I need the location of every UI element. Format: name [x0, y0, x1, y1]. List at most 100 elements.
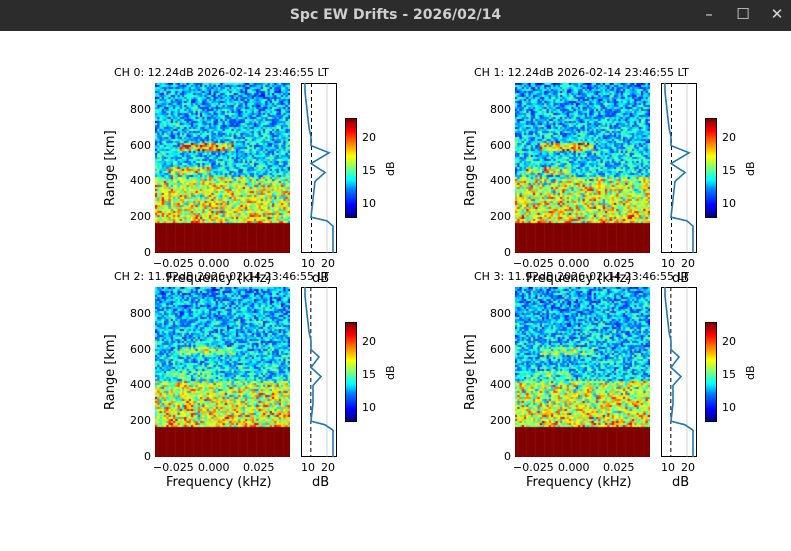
profile-plot: [664, 83, 694, 253]
colorbar-tick-label: 10: [362, 197, 376, 210]
spectra-heatmap: [515, 287, 650, 457]
x-axis-label: Frequency (kHz): [166, 475, 272, 490]
colorbar-tick-label: 20: [722, 335, 736, 348]
profile-x-tick-label: 10: [301, 461, 315, 474]
y-tick-label: 200: [490, 210, 511, 224]
y-tick-label: 400: [490, 174, 511, 188]
colorbar-tick-label: 10: [722, 197, 736, 210]
colorbar-tick-label: 15: [362, 164, 376, 177]
y-tick-label: 200: [130, 414, 151, 428]
colorbar-tick-label: 10: [722, 401, 736, 414]
x-tick-label: −0.025: [153, 257, 194, 270]
colorbar-label: dB: [744, 365, 757, 380]
profile-x-tick-label: 20: [681, 461, 695, 474]
profile-axes[interactable]: [301, 83, 337, 253]
colorbar: [705, 322, 717, 422]
profile-x-tick-label: 10: [301, 257, 315, 270]
y-axis-label: Range [km]: [103, 130, 118, 206]
profile-x-axis-label: dB: [672, 271, 690, 286]
y-tick-label: 0: [144, 450, 151, 463]
profile-axes[interactable]: [301, 287, 337, 457]
profile-x-tick-label: 10: [661, 461, 675, 474]
profile-x-axis-label: dB: [672, 475, 690, 490]
y-tick-label: 600: [130, 138, 151, 152]
panel-title: CH 3: 11.92dB 2026-02-14 23:46:55 LT: [474, 270, 689, 283]
y-tick-label: 400: [130, 174, 151, 188]
spectra-heatmap: [155, 287, 290, 457]
panel-title: CH 2: 11.92dB 2026-02-14 23:46:55 LT: [114, 270, 329, 283]
x-tick-label: −0.025: [513, 257, 554, 270]
x-tick-label: 0.000: [198, 257, 230, 270]
x-tick-label: 0.000: [198, 461, 230, 474]
colorbar: [345, 118, 357, 218]
window-titlebar[interactable]: Spc EW Drifts - 2026/02/14 – ☐ ✕: [0, 0, 791, 31]
colorbar-label: dB: [384, 161, 397, 176]
x-tick-label: 0.025: [243, 461, 275, 474]
panel-title: CH 1: 12.24dB 2026-02-14 23:46:55 LT: [474, 66, 689, 79]
profile-axes[interactable]: [661, 287, 697, 457]
y-tick-label: 200: [490, 414, 511, 428]
power-profile-line: [304, 287, 334, 457]
spectra-heatmap: [155, 83, 290, 253]
colorbar: [705, 118, 717, 218]
profile-axes[interactable]: [661, 83, 697, 253]
minimize-button[interactable]: –: [705, 5, 713, 23]
profile-plot: [304, 83, 334, 253]
maximize-button[interactable]: ☐: [736, 5, 750, 23]
y-tick-label: 600: [490, 342, 511, 356]
colorbar-tick-label: 15: [722, 368, 736, 381]
y-tick-label: 400: [490, 378, 511, 392]
y-tick-label: 400: [130, 378, 151, 392]
profile-x-axis-label: dB: [312, 271, 330, 286]
channel-panel: CH 1: 12.24dB 2026-02-14 23:46:55 LT 0 200…: [460, 65, 791, 320]
y-tick-label: 800: [130, 306, 151, 320]
channel-panel: CH 0: 12.24dB 2026-02-14 23:46:55 LT 0 200…: [100, 65, 460, 320]
x-tick-label: −0.025: [153, 461, 194, 474]
x-tick-label: 0.025: [603, 257, 635, 270]
y-tick-label: 0: [504, 246, 511, 259]
y-tick-label: 0: [504, 450, 511, 463]
x-axis-label: Frequency (kHz): [526, 271, 632, 286]
profile-plot: [304, 287, 334, 457]
close-button[interactable]: ✕: [770, 5, 784, 23]
x-axis-label: Frequency (kHz): [526, 475, 632, 490]
x-tick-label: −0.025: [513, 461, 554, 474]
y-tick-label: 800: [490, 306, 511, 320]
power-profile-line: [304, 83, 334, 253]
x-tick-label: 0.025: [603, 461, 635, 474]
channel-panel: CH 2: 11.92dB 2026-02-14 23:46:55 LT 0 200…: [100, 269, 460, 524]
power-profile-line: [664, 83, 694, 253]
y-axis-label: Range [km]: [463, 130, 478, 206]
profile-x-tick-label: 20: [321, 461, 335, 474]
colorbar: [345, 322, 357, 422]
profile-x-axis-label: dB: [312, 475, 330, 490]
x-tick-label: 0.000: [558, 461, 590, 474]
y-tick-label: 800: [490, 102, 511, 116]
x-tick-label: 0.025: [243, 257, 275, 270]
profile-x-tick-label: 20: [321, 257, 335, 270]
y-tick-label: 800: [130, 102, 151, 116]
profile-x-tick-label: 20: [681, 257, 695, 270]
window-title: Spc EW Drifts - 2026/02/14: [289, 7, 502, 23]
y-tick-label: 600: [490, 138, 511, 152]
colorbar-tick-label: 20: [362, 335, 376, 348]
y-tick-label: 0: [144, 246, 151, 259]
colorbar-tick-label: 20: [722, 131, 736, 144]
channel-panel: CH 3: 11.92dB 2026-02-14 23:46:55 LT 0 200…: [460, 269, 791, 524]
colorbar-label: dB: [384, 365, 397, 380]
colorbar-tick-label: 10: [362, 401, 376, 414]
profile-x-tick-label: 10: [661, 257, 675, 270]
y-tick-label: 200: [130, 210, 151, 224]
figure-canvas: CH 0: 12.24dB 2026-02-14 23:46:55 LT 0 200…: [0, 31, 791, 551]
y-tick-label: 600: [130, 342, 151, 356]
colorbar-tick-label: 20: [362, 131, 376, 144]
x-axis-label: Frequency (kHz): [166, 271, 272, 286]
y-axis-label: Range [km]: [463, 334, 478, 410]
spectra-heatmap: [515, 83, 650, 253]
y-axis-label: Range [km]: [103, 334, 118, 410]
colorbar-label: dB: [744, 161, 757, 176]
profile-plot: [664, 287, 694, 457]
panel-title: CH 0: 12.24dB 2026-02-14 23:46:55 LT: [114, 66, 329, 79]
power-profile-line: [664, 287, 694, 457]
colorbar-tick-label: 15: [722, 164, 736, 177]
